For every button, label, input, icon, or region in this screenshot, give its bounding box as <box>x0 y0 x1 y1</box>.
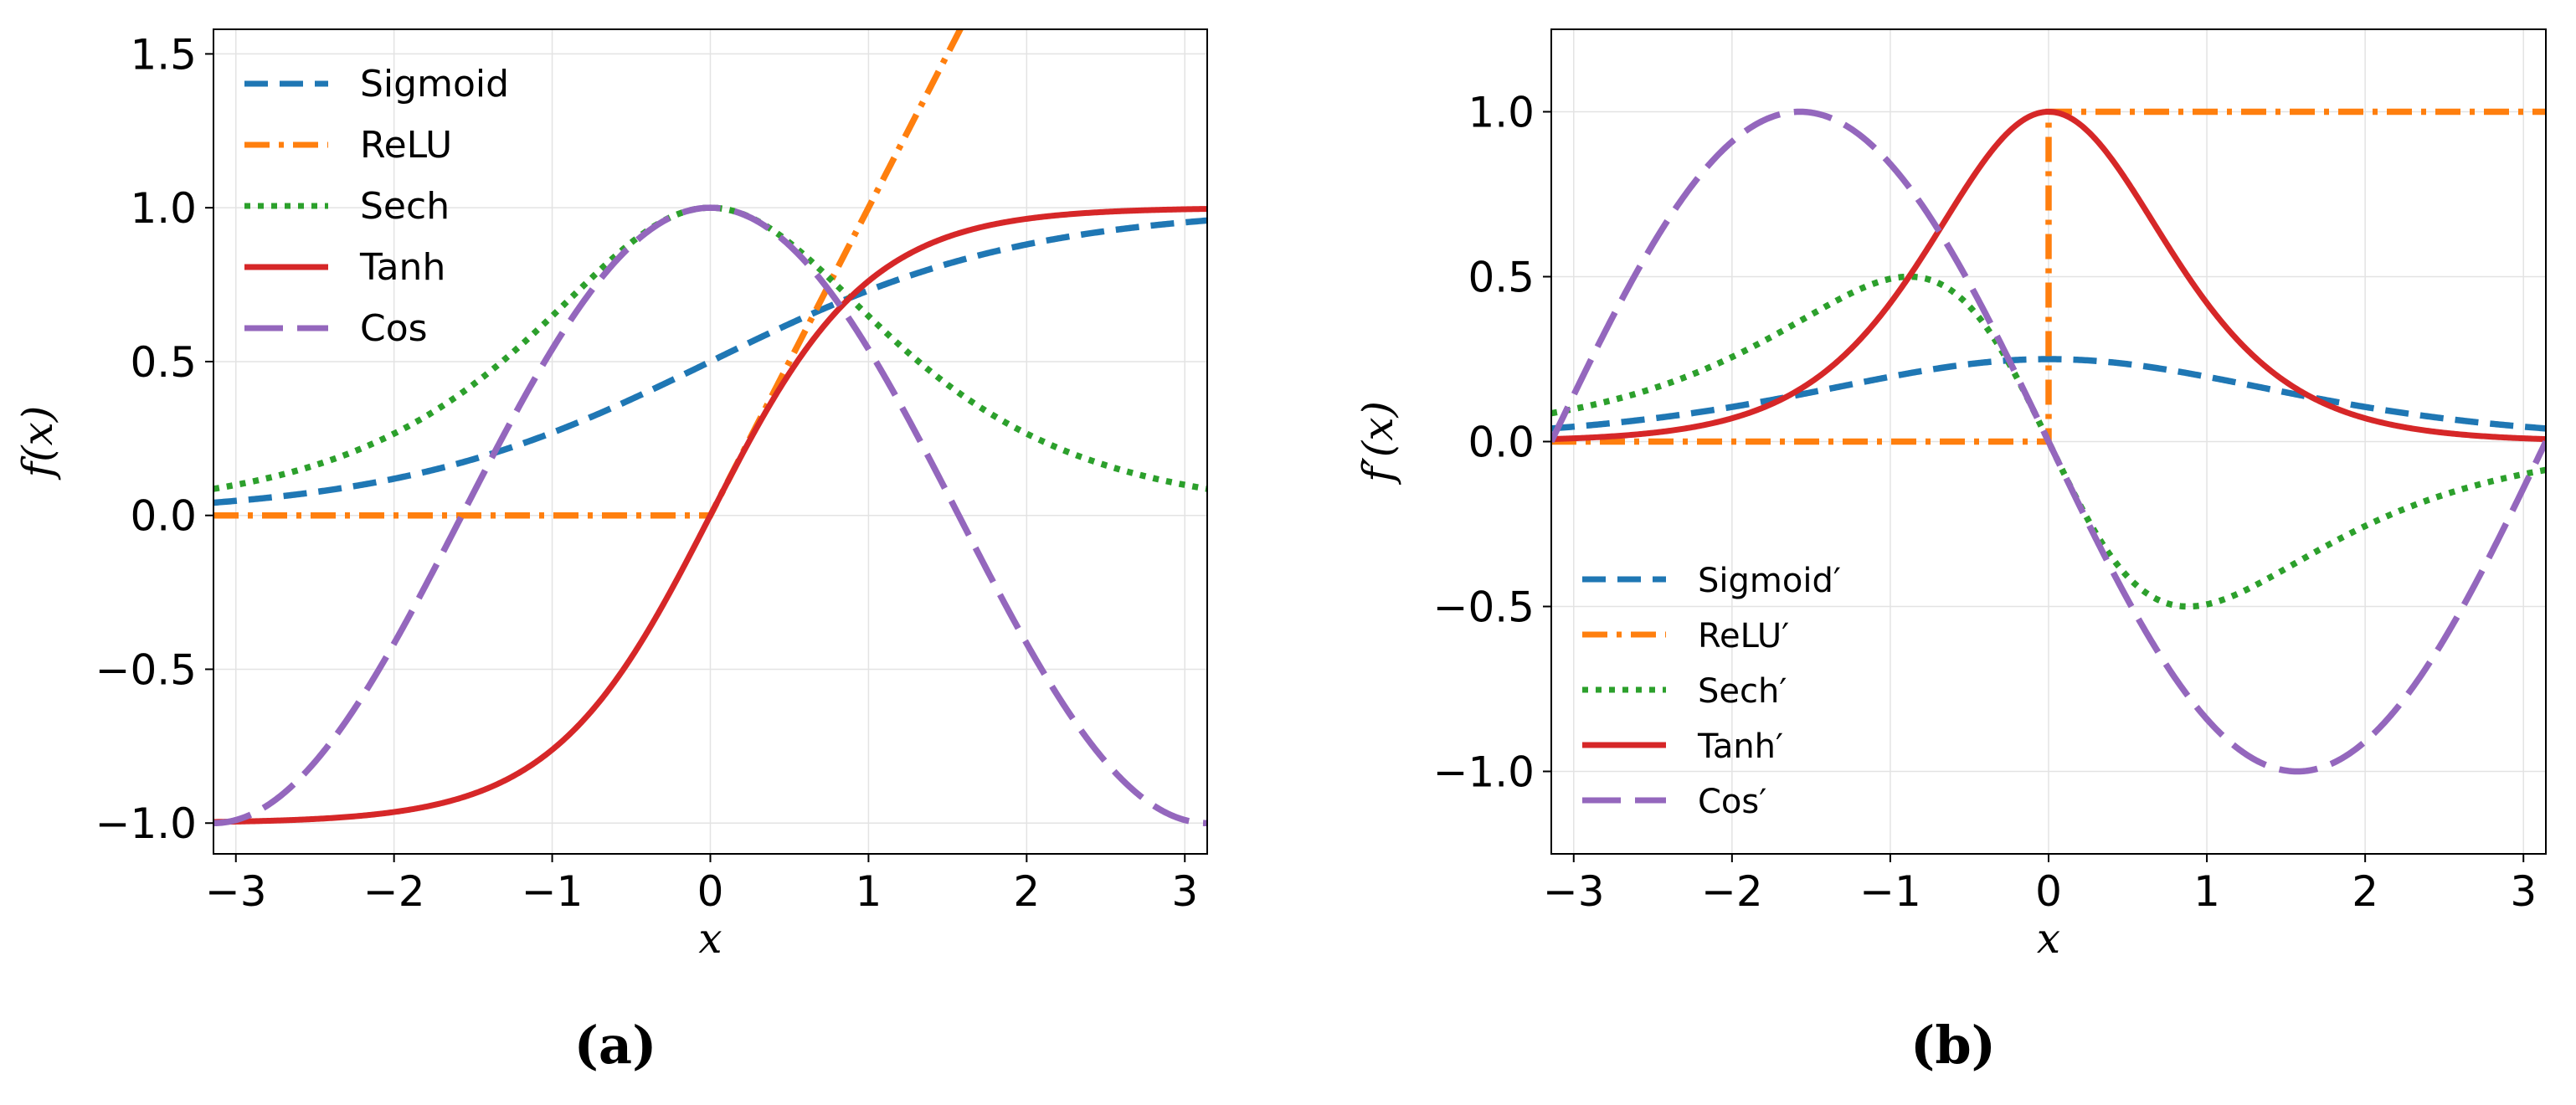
y-axis-label: f′(x) <box>1354 401 1402 486</box>
x-tick-label: 0 <box>2035 867 2062 916</box>
x-axis-label: x <box>2037 914 2060 963</box>
panel-caption: (b) <box>1910 1015 1996 1076</box>
legend-label-dsigmoid: Sigmoid′ <box>1698 562 1841 600</box>
x-tick-label: −1 <box>1859 867 1921 916</box>
legend-label-sech: Sech <box>360 185 450 228</box>
series-line-tanh <box>213 206 1207 825</box>
series-line-cos <box>213 204 1207 826</box>
x-tick-label: −3 <box>205 867 267 916</box>
series-line-dsigmoid <box>1551 356 2546 432</box>
legend-label-drelu: ReLU′ <box>1698 617 1789 655</box>
legend-label-dsech: Sech′ <box>1698 672 1787 711</box>
x-tick-label: −1 <box>522 867 584 916</box>
x-tick-label: 2 <box>2352 867 2378 916</box>
legend-label-dtanh: Tanh′ <box>1697 727 1783 766</box>
y-tick-label: 1.5 <box>130 30 197 79</box>
y-axis-label: f(x) <box>13 406 62 481</box>
y-tick-label: −1.0 <box>1433 748 1535 797</box>
x-tick-label: 2 <box>1013 867 1040 916</box>
y-tick-label: 0.5 <box>1468 254 1535 302</box>
y-tick-label: 0.0 <box>130 492 197 541</box>
x-axis-label: x <box>698 914 722 963</box>
x-tick-label: 3 <box>2510 867 2537 916</box>
x-tick-label: 1 <box>856 867 882 916</box>
x-tick-label: −2 <box>1701 867 1763 916</box>
x-tick-label: −2 <box>363 867 425 916</box>
y-tick-label: 1.0 <box>130 184 197 233</box>
series-line-dcos <box>1551 108 2546 775</box>
legend-label-cos: Cos <box>360 307 428 350</box>
y-tick-label: 1.0 <box>1468 89 1535 137</box>
series-line-sech <box>213 204 1207 492</box>
legend-label-sigmoid: Sigmoid <box>360 63 509 105</box>
x-tick-label: −3 <box>1543 867 1605 916</box>
series-line-dtanh <box>1551 108 2546 443</box>
x-tick-label: 1 <box>2193 867 2220 916</box>
legend-label-relu: ReLU <box>360 124 452 167</box>
chart-panel-b: −3 −2 −1 0 1 2 3 −1.0 −0.5 0.0 0.5 1.0 x f′(x) Sigmoid… <box>1354 28 2547 1076</box>
legend-label-tanh: Tanh <box>359 246 445 289</box>
panel-caption: (a) <box>574 1015 657 1076</box>
y-tick-label: −1.0 <box>95 799 197 848</box>
y-tick-label: −0.5 <box>1433 583 1535 632</box>
x-tick-label: 3 <box>1171 867 1198 916</box>
series-line-drelu <box>1551 108 2546 445</box>
y-tick-label: 0.5 <box>130 338 197 387</box>
y-tick-label: 0.0 <box>1468 419 1535 467</box>
chart-panel-a: −3 −2 −1 0 1 2 3 −1.0 −0.5 0.0 0.5 1.0 1.5 x f(x) Sigmo… <box>13 28 1208 1076</box>
legend-label-dcos: Cos′ <box>1698 783 1766 821</box>
x-tick-label: 0 <box>697 867 724 916</box>
y-tick-label: −0.5 <box>95 645 197 694</box>
